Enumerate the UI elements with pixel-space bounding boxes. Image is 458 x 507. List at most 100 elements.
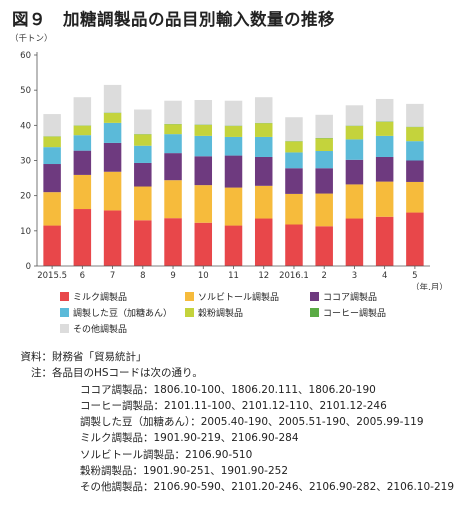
bar-segment xyxy=(315,114,333,138)
bar-segment xyxy=(103,171,122,211)
note-intro-row: 注：各品目のHSコードは次の通り。 xyxy=(10,365,454,381)
bar-segment xyxy=(345,139,364,160)
legend-label: 調製した豆（加糖あん） xyxy=(73,309,173,319)
legend-item: コーヒー調製品 xyxy=(310,306,386,319)
bar-segment xyxy=(194,156,213,186)
notes-section: 資料：財務省「貿易統計」 注：各品目のHSコードは次の通り。 ココア調製品：18… xyxy=(10,349,455,496)
legend-item: ソルビトール調製品 xyxy=(185,290,279,303)
bar-segment xyxy=(164,134,182,154)
legend-swatch xyxy=(60,292,69,301)
bar-segment xyxy=(406,141,424,161)
x-tick-label: 11 xyxy=(228,271,239,281)
source-label: 資料： xyxy=(20,351,53,363)
bar-segment xyxy=(254,97,273,123)
legend-item: その他調製品 xyxy=(60,322,127,335)
bar-segment xyxy=(345,218,364,266)
bar-segment xyxy=(375,216,394,266)
legend-swatch xyxy=(185,308,194,317)
bar-segment xyxy=(285,193,303,225)
bar-segment xyxy=(194,185,213,223)
hs-code-item: ミルク調製品：1901.90-219、2106.90-284 xyxy=(80,432,299,445)
bar-segment xyxy=(73,209,92,266)
bar-segment xyxy=(224,187,243,226)
legend-label: コーヒー調製品 xyxy=(323,309,387,319)
x-tick-label: 4 xyxy=(382,271,387,281)
hs-code-item: コーヒー調製品：2101.11-100、2101.12-110、2101.12-… xyxy=(80,399,387,412)
legend-item: 調製した豆（加糖あん） xyxy=(60,306,172,319)
x-axis-unit-label: （年.月） xyxy=(411,282,448,290)
x-tick-label: 3 xyxy=(352,271,357,281)
y-tick-label: 40 xyxy=(20,121,31,131)
bar-segment xyxy=(345,126,364,140)
bar-segment xyxy=(134,220,152,266)
bar-segment xyxy=(43,114,61,137)
y-tick-label: 50 xyxy=(20,86,31,96)
legend-label: 穀粉調製品 xyxy=(198,309,244,319)
bar-segment xyxy=(375,135,394,157)
chart-title: 図９ 加糖調製品の品目別輸入数量の推移 xyxy=(12,10,335,29)
hs-code-item: ココア調製品：1806.10-100、1806.20.111、1806.20-1… xyxy=(80,383,376,396)
legend-label: ソルビトール調製品 xyxy=(198,293,280,303)
bar-segment xyxy=(406,103,424,127)
bar-segment xyxy=(224,155,243,188)
bar-segment xyxy=(375,98,394,122)
bar-segment xyxy=(194,135,213,157)
bar-segment xyxy=(164,124,182,135)
x-tick-label: 5 xyxy=(412,271,417,281)
bar-segment xyxy=(315,151,333,169)
legend-swatch xyxy=(310,308,319,317)
bar-segment xyxy=(43,136,61,148)
bar-segment xyxy=(43,192,61,226)
x-tick-label: 7 xyxy=(110,271,115,281)
bar-segment xyxy=(315,193,333,227)
bar-segment xyxy=(103,210,122,266)
y-axis-unit-label: （千トン） xyxy=(10,33,53,44)
bar-segment xyxy=(224,100,243,126)
bar-segment xyxy=(315,138,333,152)
bar-segment xyxy=(345,159,364,185)
bar-segment xyxy=(406,127,424,142)
x-tick-label: 2016.1 xyxy=(279,271,309,281)
bar-segment xyxy=(285,141,303,153)
y-tick-label: 20 xyxy=(20,192,31,202)
bar-segment xyxy=(164,180,182,219)
bar-segment xyxy=(134,162,152,187)
note-label: 注： xyxy=(31,367,52,380)
bar-segment xyxy=(254,136,273,157)
legend-swatch xyxy=(185,292,194,301)
hs-code-item: 調製した豆（加糖あん）：2005.40-190、2005.51-190、2005… xyxy=(80,416,424,429)
bar-segment xyxy=(224,225,243,266)
bar-segment xyxy=(345,184,364,219)
bar-segment xyxy=(375,121,394,136)
legend-item: ココア調製品 xyxy=(310,290,377,303)
bar-segment xyxy=(73,97,92,126)
legend-swatch xyxy=(310,292,319,301)
bar-segment xyxy=(285,117,303,142)
bar-segment xyxy=(73,135,92,151)
legend-item: ミルク調製品 xyxy=(60,290,127,303)
legend-label: ココア調製品 xyxy=(323,293,378,303)
bar-segment xyxy=(254,156,273,186)
bar-segment xyxy=(375,181,394,217)
x-tick-label: 10 xyxy=(198,271,209,281)
bar-segment xyxy=(134,109,152,135)
note-intro: 各品目のHSコードは次の通り。 xyxy=(52,367,203,380)
bar-segment xyxy=(375,156,394,182)
bar-segment xyxy=(43,225,61,266)
legend-item: 穀粉調製品 xyxy=(185,306,243,319)
bar-segment xyxy=(164,218,182,266)
bar-segment xyxy=(73,125,92,136)
bar-segment xyxy=(134,145,152,163)
bar-segment xyxy=(285,152,303,169)
stacked-bar-chart: （千トン） （年.月） 0 10 20 30 40 50 60 2015.5 6 7 8 9 10 11 1… xyxy=(10,33,448,290)
bar-segment xyxy=(194,222,213,266)
bar-segment xyxy=(73,150,92,175)
bar-segment xyxy=(134,134,152,146)
bar-segment xyxy=(134,186,152,221)
x-tick-label: 12 xyxy=(258,271,269,281)
source-text: 財務省「貿易統計」 xyxy=(52,351,147,363)
bar-segment xyxy=(224,136,243,156)
bar-segment xyxy=(254,123,273,137)
bar-segment xyxy=(164,100,182,124)
bar-segment xyxy=(164,153,182,181)
